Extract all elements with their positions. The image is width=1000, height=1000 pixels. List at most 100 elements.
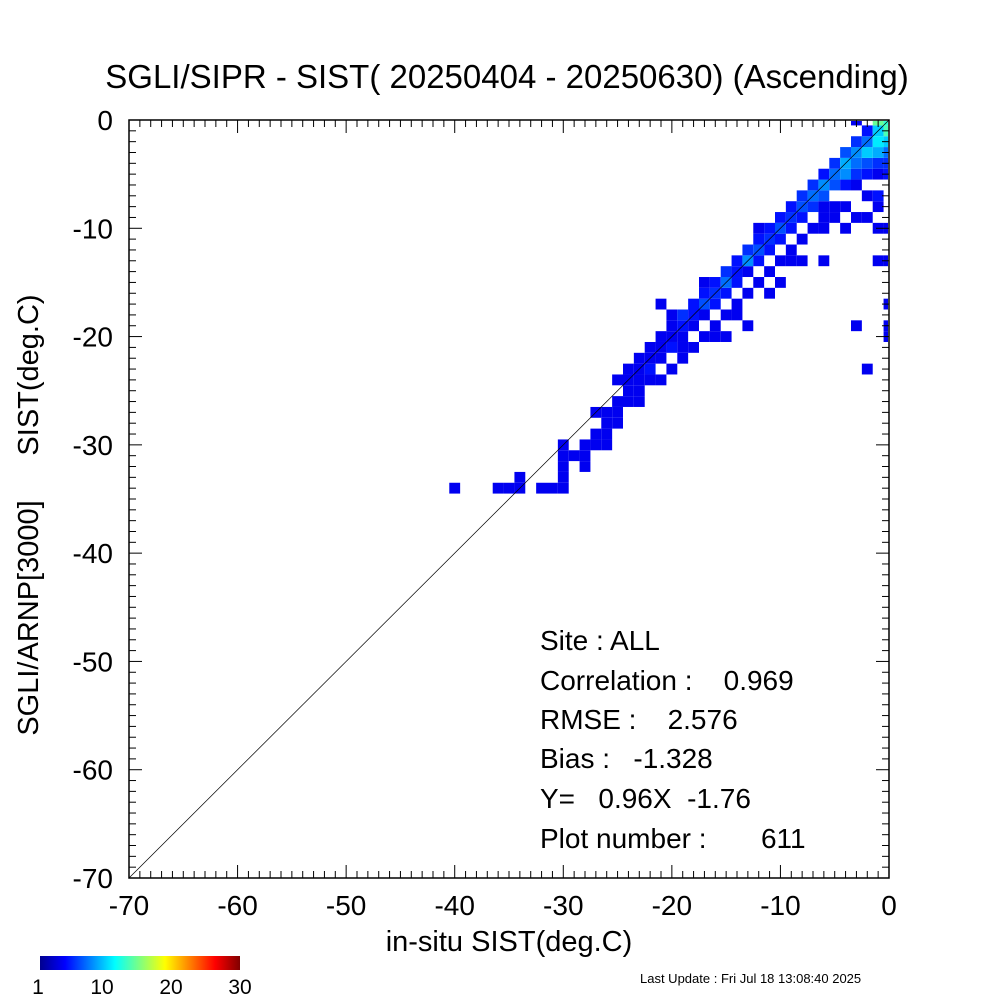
heatmap-cell [861, 168, 873, 180]
heatmap-cell [861, 157, 873, 169]
heatmap-cell [872, 157, 884, 169]
stat-regression: Y= 0.96X -1.76 [540, 783, 751, 814]
heatmap-cell [742, 266, 754, 278]
colorbar-tick-label: 30 [228, 976, 251, 999]
heatmap-cell [861, 190, 873, 202]
heatmap-cell [872, 255, 884, 267]
heatmap-cell [753, 277, 765, 288]
heatmap-cell [796, 212, 808, 223]
heatmap-cell [644, 363, 656, 375]
heatmap-cell [785, 201, 797, 213]
heatmap-cell [557, 461, 569, 472]
heatmap-cell [503, 482, 515, 494]
heatmap-cell [840, 179, 851, 191]
heatmap-cell [612, 374, 623, 386]
heatmap-cell [449, 482, 461, 494]
heatmap-cell [666, 320, 678, 332]
heatmap-cell [731, 309, 743, 321]
heatmap-cell [655, 374, 667, 386]
heatmap-cell [612, 417, 623, 429]
y-tick-label: 0 [97, 105, 113, 136]
y-axis-label-top: SIST(deg.C) [13, 294, 45, 455]
x-tick-label: -40 [434, 890, 474, 921]
heatmap-cell [796, 190, 808, 202]
x-tick-label: -60 [217, 890, 257, 921]
heatmap-cell [557, 471, 569, 483]
heatmap-cell [872, 168, 884, 180]
y-tick-label: -20 [73, 322, 113, 353]
heatmap-cell [720, 266, 732, 278]
heatmap-cell [579, 461, 591, 472]
heatmap-cell [851, 179, 862, 191]
heatmap-cell [731, 277, 743, 288]
x-tick-label: 0 [881, 890, 897, 921]
heatmap-cell [731, 255, 743, 267]
heatmap-cell [612, 396, 623, 407]
heatmap-cell [851, 320, 862, 332]
heatmap-cell [807, 222, 819, 234]
heatmap-cell [840, 222, 851, 234]
heatmap-cell [666, 309, 678, 321]
heatmap-cell [764, 266, 775, 278]
heatmap-cell [775, 212, 786, 223]
heatmap-cell [666, 363, 678, 375]
heatmap-cell [851, 157, 862, 169]
heatmap-cell [829, 201, 841, 213]
stat-rmse: RMSE : 2.576 [540, 704, 738, 735]
heatmap-cell [807, 179, 819, 191]
heatmap-cell [775, 255, 786, 267]
colorbar-tick-label: 20 [159, 976, 182, 999]
heatmap-cell [861, 147, 873, 158]
heatmap-cell [861, 363, 873, 375]
heatmap-cell [829, 212, 841, 223]
heatmap-cell [557, 450, 569, 462]
heatmap-cell [796, 255, 808, 267]
heatmap-cell [601, 439, 613, 451]
stat-site: Site : ALL [540, 625, 660, 656]
heatmap-cell [601, 428, 613, 440]
heatmap-cell [677, 331, 689, 342]
y-tick-label: -10 [73, 213, 113, 244]
heatmap-cell [861, 212, 873, 223]
heatmap-cell [731, 298, 743, 310]
x-tick-label: -20 [652, 890, 692, 921]
y-tick-label: -70 [73, 863, 113, 894]
heatmap-cell [709, 331, 721, 342]
one-to-one-line [128, 119, 890, 879]
heatmap-cell [699, 277, 710, 288]
y-axis-label-bottom: SGLI/ARNP[3000] [13, 500, 45, 735]
heatmap-cell [568, 450, 580, 462]
stat-bias: Bias : -1.328 [540, 743, 713, 774]
heatmap-cell [818, 168, 830, 180]
heatmap-cell [872, 201, 884, 213]
x-tick-label: -30 [543, 890, 583, 921]
x-tick-label: -70 [109, 890, 149, 921]
colorbar [40, 956, 240, 970]
heatmap-cell [807, 201, 819, 213]
heatmap-cell [699, 331, 710, 342]
heatmap-cell [644, 341, 656, 353]
heatmap-cell [709, 277, 721, 288]
heatmap-cell [590, 439, 602, 451]
heatmap-cell [699, 287, 710, 299]
heatmap-cell [536, 482, 547, 494]
heatmap-cell [514, 471, 526, 483]
heatmap-cell [655, 331, 667, 342]
heatmap-cell [633, 385, 645, 397]
heatmap-cell [764, 287, 775, 299]
y-tick-label: -50 [73, 646, 113, 677]
heatmap-cell [655, 352, 667, 364]
one-to-one-line-group [128, 119, 890, 879]
heatmap-cell [851, 168, 862, 180]
heatmap-cell [623, 396, 634, 407]
heatmap-cell [872, 136, 884, 148]
heatmap-cell [785, 222, 797, 234]
stat-plot-number: Plot number : 611 [540, 823, 806, 854]
heatmap-cell [753, 255, 765, 267]
heatmap-cell [677, 309, 689, 321]
x-tick-label: -50 [326, 890, 366, 921]
heatmap-cell [872, 147, 884, 158]
heatmap-cells [449, 121, 888, 494]
x-tick-label: -10 [760, 890, 800, 921]
